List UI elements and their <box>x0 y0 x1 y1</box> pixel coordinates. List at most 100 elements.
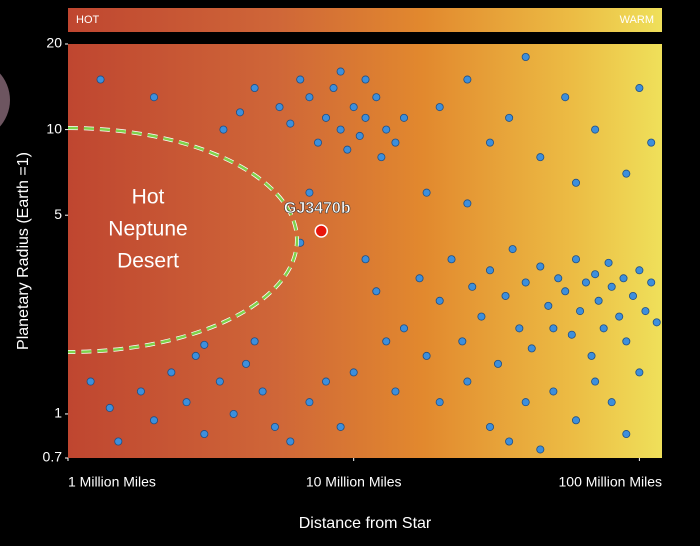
data-point <box>463 377 472 386</box>
data-point <box>399 324 408 333</box>
planet-decoration <box>0 73 10 127</box>
data-point <box>501 291 510 300</box>
highlight-label: GJ3470b <box>284 200 351 217</box>
data-point <box>270 422 279 431</box>
data-point <box>422 188 431 197</box>
temperature-band <box>68 8 662 32</box>
data-point <box>200 340 209 349</box>
data-point <box>485 422 494 431</box>
data-point <box>581 278 590 287</box>
data-point <box>391 387 400 396</box>
data-point <box>391 138 400 147</box>
data-point <box>322 377 331 386</box>
data-point <box>215 377 224 386</box>
data-point <box>571 255 580 264</box>
data-point <box>652 318 661 327</box>
y-axis-label: Planetary Radius (Earth =1) <box>15 152 32 350</box>
data-point <box>615 312 624 321</box>
points <box>86 53 661 454</box>
data-point <box>521 278 530 287</box>
data-point <box>377 153 386 162</box>
data-point <box>336 67 345 76</box>
data-point <box>527 344 536 353</box>
data-point <box>587 351 596 360</box>
data-point <box>322 113 331 122</box>
data-point <box>200 430 209 439</box>
x-tick-label: 1 Million Miles <box>68 474 156 490</box>
data-point <box>86 377 95 386</box>
data-point <box>571 178 580 187</box>
data-point <box>599 324 608 333</box>
data-point <box>485 138 494 147</box>
data-point <box>399 113 408 122</box>
data-point <box>349 368 358 377</box>
data-point <box>447 255 456 264</box>
region-label: Hot <box>132 186 165 209</box>
data-point <box>521 53 530 62</box>
plot-area <box>68 44 662 458</box>
data-point <box>305 93 314 102</box>
data-point <box>336 422 345 431</box>
data-point <box>355 131 364 140</box>
y-tick-label: 20 <box>46 35 62 51</box>
data-point <box>422 351 431 360</box>
data-point <box>561 93 570 102</box>
data-point <box>250 337 259 346</box>
data-point <box>622 430 631 439</box>
data-point <box>136 387 145 396</box>
data-point <box>635 368 644 377</box>
x-tick-label: 10 Million Miles <box>306 474 402 490</box>
data-point <box>622 169 631 178</box>
data-point <box>382 125 391 134</box>
data-point <box>571 416 580 425</box>
desert-boundary <box>67 126 299 354</box>
data-point <box>477 312 486 321</box>
data-point <box>635 266 644 275</box>
data-point <box>647 278 656 287</box>
data-point <box>468 282 477 291</box>
data-point <box>329 84 338 93</box>
data-point <box>167 368 176 377</box>
data-point <box>641 307 650 316</box>
region-label: Neptune <box>108 218 187 241</box>
data-point <box>105 403 114 412</box>
band-right-label: WARM <box>620 14 654 26</box>
data-point <box>150 93 159 102</box>
data-point <box>229 409 238 418</box>
data-point <box>275 103 284 112</box>
data-point <box>647 138 656 147</box>
data-point <box>435 296 444 305</box>
data-point <box>505 437 514 446</box>
data-point <box>607 282 616 291</box>
data-point <box>549 324 558 333</box>
data-point <box>591 270 600 279</box>
data-point <box>296 75 305 84</box>
x-tick-label: 100 Million Miles <box>559 474 662 490</box>
data-point <box>96 75 105 84</box>
data-point <box>463 75 472 84</box>
data-point <box>591 125 600 134</box>
data-point <box>463 199 472 208</box>
data-point <box>576 307 585 316</box>
data-point <box>435 398 444 407</box>
data-point <box>515 324 524 333</box>
y-tick-label: 5 <box>54 206 62 222</box>
data-point <box>349 103 358 112</box>
data-point <box>458 337 467 346</box>
data-point <box>258 387 267 396</box>
data-point <box>372 93 381 102</box>
data-point <box>114 437 123 446</box>
data-point <box>286 119 295 128</box>
region-label: Desert <box>117 250 179 273</box>
data-point <box>591 377 600 386</box>
highlight-point <box>314 224 329 238</box>
y-tick-label: 10 <box>46 120 62 136</box>
data-point <box>536 153 545 162</box>
data-point <box>604 258 613 267</box>
y-tick-label: 0.7 <box>43 449 63 465</box>
data-point <box>635 84 644 93</box>
data-point <box>336 125 345 134</box>
data-point <box>619 274 628 283</box>
data-point <box>415 274 424 283</box>
